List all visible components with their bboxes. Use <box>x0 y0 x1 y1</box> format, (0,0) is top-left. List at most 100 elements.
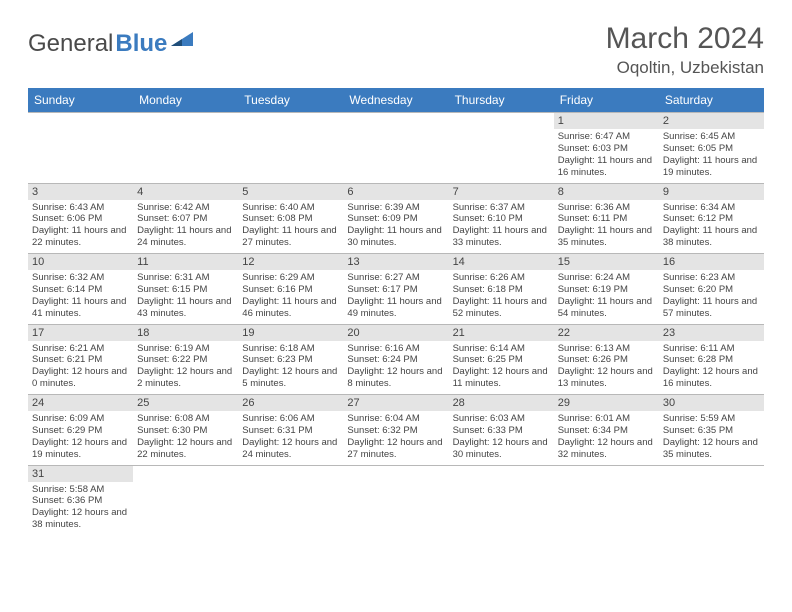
calendar-cell: 5Sunrise: 6:40 AMSunset: 6:08 PMDaylight… <box>238 183 343 254</box>
day-number-bar <box>343 466 448 482</box>
day-details: Sunrise: 5:59 AMSunset: 6:35 PMDaylight:… <box>659 411 764 465</box>
sunset-text: Sunset: 6:20 PM <box>663 284 760 296</box>
daylight-text: Daylight: 12 hours and 19 minutes. <box>32 437 129 461</box>
sunset-text: Sunset: 6:07 PM <box>137 213 234 225</box>
calendar-cell: 16Sunrise: 6:23 AMSunset: 6:20 PMDayligh… <box>659 254 764 325</box>
logo-second: Blue <box>115 30 167 58</box>
sunrise-text: Sunrise: 6:08 AM <box>137 413 234 425</box>
daylight-text: Daylight: 11 hours and 33 minutes. <box>453 225 550 249</box>
day-number: 1 <box>554 113 659 129</box>
day-number-bar <box>449 113 554 129</box>
daylight-text: Daylight: 11 hours and 16 minutes. <box>558 155 655 179</box>
sunrise-text: Sunrise: 6:04 AM <box>347 413 444 425</box>
logo-flag-icon <box>171 32 197 50</box>
sunrise-text: Sunrise: 6:23 AM <box>663 272 760 284</box>
calendar-cell: 14Sunrise: 6:26 AMSunset: 6:18 PMDayligh… <box>449 254 554 325</box>
calendar-head: SundayMondayTuesdayWednesdayThursdayFrid… <box>28 88 764 113</box>
sunrise-text: Sunrise: 6:32 AM <box>32 272 129 284</box>
sunrise-text: Sunrise: 6:01 AM <box>558 413 655 425</box>
sunrise-text: Sunrise: 6:43 AM <box>32 202 129 214</box>
sunrise-text: Sunrise: 6:37 AM <box>453 202 550 214</box>
day-details: Sunrise: 6:45 AMSunset: 6:05 PMDaylight:… <box>659 129 764 183</box>
day-details: Sunrise: 6:13 AMSunset: 6:26 PMDaylight:… <box>554 341 659 395</box>
day-number-bar <box>238 113 343 129</box>
calendar-cell <box>238 465 343 535</box>
daylight-text: Daylight: 11 hours and 41 minutes. <box>32 296 129 320</box>
day-number: 19 <box>238 325 343 341</box>
calendar-cell <box>449 113 554 184</box>
sunset-text: Sunset: 6:14 PM <box>32 284 129 296</box>
sunset-text: Sunset: 6:26 PM <box>558 354 655 366</box>
day-details: Sunrise: 6:31 AMSunset: 6:15 PMDaylight:… <box>133 270 238 324</box>
daylight-text: Daylight: 12 hours and 8 minutes. <box>347 366 444 390</box>
sunset-text: Sunset: 6:24 PM <box>347 354 444 366</box>
calendar-cell <box>28 113 133 184</box>
sunset-text: Sunset: 6:16 PM <box>242 284 339 296</box>
day-details: Sunrise: 6:26 AMSunset: 6:18 PMDaylight:… <box>449 270 554 324</box>
calendar-cell: 3Sunrise: 6:43 AMSunset: 6:06 PMDaylight… <box>28 183 133 254</box>
day-number-bar <box>238 466 343 482</box>
daylight-text: Daylight: 11 hours and 27 minutes. <box>242 225 339 249</box>
sunrise-text: Sunrise: 6:29 AM <box>242 272 339 284</box>
day-details: Sunrise: 6:09 AMSunset: 6:29 PMDaylight:… <box>28 411 133 465</box>
calendar-week: 24Sunrise: 6:09 AMSunset: 6:29 PMDayligh… <box>28 395 764 466</box>
day-details: Sunrise: 6:14 AMSunset: 6:25 PMDaylight:… <box>449 341 554 395</box>
sunrise-text: Sunrise: 6:36 AM <box>558 202 655 214</box>
day-number: 14 <box>449 254 554 270</box>
day-details: Sunrise: 5:58 AMSunset: 6:36 PMDaylight:… <box>28 482 133 536</box>
day-number: 4 <box>133 184 238 200</box>
daylight-text: Daylight: 12 hours and 24 minutes. <box>242 437 339 461</box>
day-number: 3 <box>28 184 133 200</box>
daylight-text: Daylight: 12 hours and 38 minutes. <box>32 507 129 531</box>
calendar-body: 1Sunrise: 6:47 AMSunset: 6:03 PMDaylight… <box>28 113 764 536</box>
sunset-text: Sunset: 6:18 PM <box>453 284 550 296</box>
day-header: Wednesday <box>343 88 448 113</box>
day-number: 25 <box>133 395 238 411</box>
day-details: Sunrise: 6:29 AMSunset: 6:16 PMDaylight:… <box>238 270 343 324</box>
day-header: Friday <box>554 88 659 113</box>
sunrise-text: Sunrise: 6:21 AM <box>32 343 129 355</box>
calendar-cell: 23Sunrise: 6:11 AMSunset: 6:28 PMDayligh… <box>659 324 764 395</box>
sunrise-text: Sunrise: 6:40 AM <box>242 202 339 214</box>
sunset-text: Sunset: 6:29 PM <box>32 425 129 437</box>
calendar-cell: 20Sunrise: 6:16 AMSunset: 6:24 PMDayligh… <box>343 324 448 395</box>
sunset-text: Sunset: 6:08 PM <box>242 213 339 225</box>
sunset-text: Sunset: 6:11 PM <box>558 213 655 225</box>
day-number: 10 <box>28 254 133 270</box>
sunset-text: Sunset: 6:12 PM <box>663 213 760 225</box>
sunrise-text: Sunrise: 6:27 AM <box>347 272 444 284</box>
day-details: Sunrise: 6:40 AMSunset: 6:08 PMDaylight:… <box>238 200 343 254</box>
day-details: Sunrise: 6:39 AMSunset: 6:09 PMDaylight:… <box>343 200 448 254</box>
calendar-cell: 22Sunrise: 6:13 AMSunset: 6:26 PMDayligh… <box>554 324 659 395</box>
day-details: Sunrise: 6:43 AMSunset: 6:06 PMDaylight:… <box>28 200 133 254</box>
daylight-text: Daylight: 12 hours and 27 minutes. <box>347 437 444 461</box>
daylight-text: Daylight: 12 hours and 22 minutes. <box>137 437 234 461</box>
sunset-text: Sunset: 6:31 PM <box>242 425 339 437</box>
daylight-text: Daylight: 12 hours and 32 minutes. <box>558 437 655 461</box>
day-number: 2 <box>659 113 764 129</box>
calendar-cell: 2Sunrise: 6:45 AMSunset: 6:05 PMDaylight… <box>659 113 764 184</box>
sunset-text: Sunset: 6:19 PM <box>558 284 655 296</box>
sunset-text: Sunset: 6:06 PM <box>32 213 129 225</box>
day-number: 12 <box>238 254 343 270</box>
day-number: 8 <box>554 184 659 200</box>
sunrise-text: Sunrise: 6:06 AM <box>242 413 339 425</box>
location: Oqoltin, Uzbekistan <box>606 58 764 78</box>
sunrise-text: Sunrise: 5:59 AM <box>663 413 760 425</box>
title-block: March 2024 Oqoltin, Uzbekistan <box>606 22 764 78</box>
calendar-cell: 24Sunrise: 6:09 AMSunset: 6:29 PMDayligh… <box>28 395 133 466</box>
calendar-cell: 4Sunrise: 6:42 AMSunset: 6:07 PMDaylight… <box>133 183 238 254</box>
calendar-week: 1Sunrise: 6:47 AMSunset: 6:03 PMDaylight… <box>28 113 764 184</box>
calendar-cell: 12Sunrise: 6:29 AMSunset: 6:16 PMDayligh… <box>238 254 343 325</box>
day-details: Sunrise: 6:03 AMSunset: 6:33 PMDaylight:… <box>449 411 554 465</box>
day-details: Sunrise: 6:24 AMSunset: 6:19 PMDaylight:… <box>554 270 659 324</box>
daylight-text: Daylight: 11 hours and 49 minutes. <box>347 296 444 320</box>
day-details: Sunrise: 6:23 AMSunset: 6:20 PMDaylight:… <box>659 270 764 324</box>
day-number: 18 <box>133 325 238 341</box>
day-number-bar <box>659 466 764 482</box>
day-number: 24 <box>28 395 133 411</box>
daylight-text: Daylight: 12 hours and 16 minutes. <box>663 366 760 390</box>
day-number: 9 <box>659 184 764 200</box>
daylight-text: Daylight: 11 hours and 43 minutes. <box>137 296 234 320</box>
sunrise-text: Sunrise: 6:31 AM <box>137 272 234 284</box>
